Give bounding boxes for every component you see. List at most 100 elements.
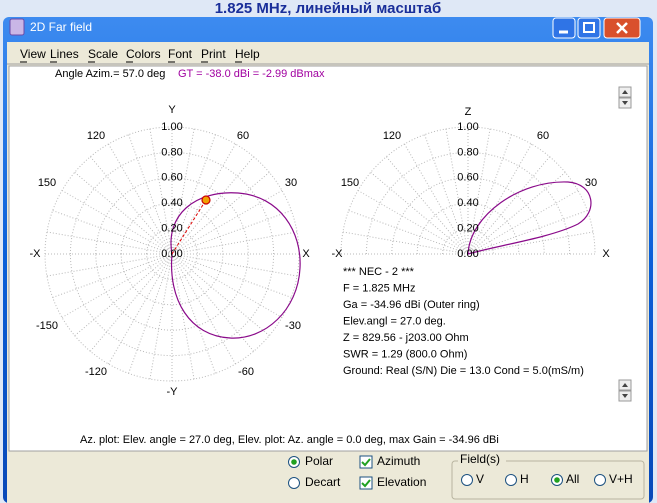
axis-label: 30 — [285, 177, 297, 189]
grid-spoke — [108, 143, 173, 255]
axis-label: -Y — [167, 386, 179, 398]
grid-ring — [365, 151, 571, 255]
axis-label: 150 — [38, 177, 56, 189]
menu-item[interactable]: Print — [201, 47, 226, 61]
checkbox-label[interactable]: Elevation — [377, 475, 426, 489]
radio-label[interactable]: Decart — [305, 475, 341, 489]
azimuth-pattern — [170, 192, 301, 339]
status-gain: GT = -38.0 dBi = -2.99 dBmax — [178, 68, 325, 80]
grid-spoke — [171, 128, 195, 255]
minimize-button[interactable] — [552, 17, 576, 39]
grid-spoke — [467, 210, 588, 255]
grid-ring — [442, 228, 494, 255]
axis-label: -30 — [285, 320, 301, 332]
menu-item[interactable]: View — [20, 47, 46, 61]
grid-spoke — [445, 128, 469, 255]
info-line: Ground: Real (S/N) Die = 13.0 Cond = 5.0… — [343, 365, 584, 377]
screen-title: 1.825 MHz, линейный масштаб — [215, 0, 442, 17]
grid-ring — [340, 126, 596, 255]
grid-spoke — [171, 253, 236, 365]
ring-label: 0.60 — [161, 172, 182, 184]
radio-label[interactable]: All — [566, 472, 579, 486]
grid-spoke — [171, 253, 195, 380]
grid-spoke — [424, 134, 469, 255]
axis-label: -60 — [238, 366, 254, 378]
grid-spoke — [171, 210, 292, 255]
grid-spoke — [149, 128, 173, 255]
info-line: *** NEC - 2 *** — [343, 266, 415, 278]
radio-button[interactable] — [594, 474, 606, 486]
grid-spoke — [348, 210, 469, 255]
axis-label: Z — [465, 106, 472, 118]
azimuth-marker — [201, 195, 211, 205]
grid-spoke — [149, 253, 173, 380]
ring-label: 0.40 — [457, 197, 478, 209]
axis-label: Y — [168, 104, 176, 116]
window-buttons — [552, 17, 641, 39]
menu-item[interactable]: Help — [235, 47, 260, 61]
radio-button[interactable] — [505, 474, 517, 486]
menu-item[interactable]: Lines — [50, 47, 79, 61]
grid-spoke — [46, 231, 173, 255]
grid-spoke — [52, 253, 173, 298]
grid-spoke — [171, 253, 255, 352]
grid-spoke — [357, 190, 469, 255]
grid-spoke — [467, 190, 579, 255]
checkbox[interactable] — [359, 455, 373, 469]
radio-label[interactable]: H — [520, 472, 529, 486]
check-mark — [361, 458, 371, 467]
grid-spoke — [61, 253, 173, 318]
ring-label: 0.20 — [457, 223, 478, 235]
grid-spoke — [108, 253, 173, 365]
ring-label: 0.20 — [161, 223, 182, 235]
grid-ring — [69, 151, 275, 357]
status-angle: Angle Azim.= 57.0 deg — [55, 68, 165, 80]
ring-label: 0.00 — [457, 248, 478, 260]
grid-ring — [146, 228, 198, 280]
grid-spoke — [467, 128, 491, 255]
radio-label[interactable]: V+H — [609, 472, 633, 486]
fields-group — [451, 460, 645, 500]
radio-dot — [291, 459, 297, 465]
checkbox-label[interactable]: Azimuth — [377, 454, 420, 468]
axis-label: 60 — [537, 130, 549, 142]
grid-spoke — [467, 171, 566, 255]
grid-spoke — [171, 190, 283, 255]
ring-label: 0.00 — [161, 248, 182, 260]
grid-spoke — [128, 134, 173, 255]
checkbox[interactable] — [359, 476, 373, 490]
axis-label: X — [602, 248, 610, 260]
grid-spoke — [342, 231, 469, 255]
grid-spoke — [370, 171, 469, 255]
grid-spoke — [128, 253, 173, 374]
menu-item[interactable]: Font — [168, 47, 193, 61]
menu-item[interactable]: Scale — [88, 47, 118, 61]
axis-label: -120 — [85, 366, 107, 378]
menu-item[interactable]: Colors — [126, 47, 161, 61]
grid-spoke — [46, 253, 173, 277]
group-title: Field(s) — [460, 452, 500, 466]
axis-label: 150 — [341, 177, 359, 189]
grid-spoke — [74, 171, 173, 255]
maximize-button[interactable] — [577, 17, 601, 39]
axis-label: -X — [332, 248, 344, 260]
elevation-pattern — [467, 181, 592, 255]
radio-label[interactable]: V — [476, 472, 484, 486]
plot-area — [8, 65, 648, 452]
grid-spoke — [74, 253, 173, 337]
info-line: SWR = 1.29 (800.0 Ohm) — [343, 348, 467, 360]
grid-spoke — [61, 190, 173, 255]
radio-button[interactable] — [461, 474, 473, 486]
radio-button[interactable] — [288, 477, 300, 489]
grid-spoke — [171, 134, 216, 255]
info-line: Elev.angl = 27.0 deg. — [343, 315, 446, 327]
radio-label[interactable]: Polar — [305, 454, 333, 468]
ring-label: 0.40 — [161, 197, 182, 209]
axis-label: X — [302, 248, 310, 260]
grid-spoke — [404, 143, 469, 255]
grid-spoke — [171, 253, 283, 318]
grid-spoke — [171, 253, 270, 337]
grid-spoke — [467, 231, 594, 255]
grid-ring — [120, 202, 224, 306]
